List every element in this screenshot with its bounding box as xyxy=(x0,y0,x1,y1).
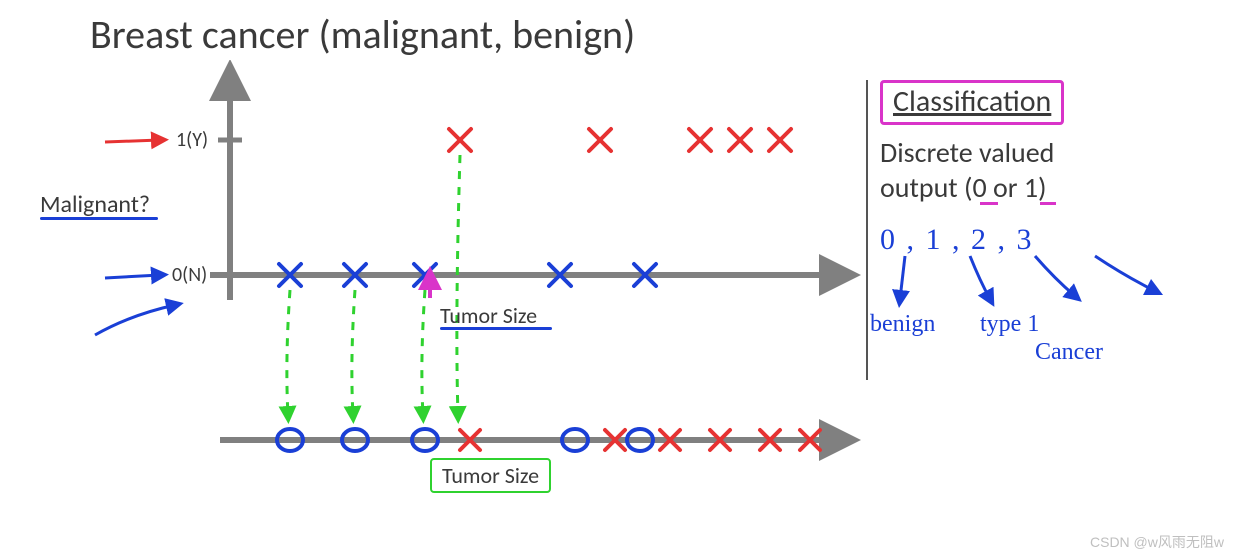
arrow-sketch xyxy=(95,305,175,335)
arrow-to-1y xyxy=(105,140,160,142)
x-mark xyxy=(589,129,611,151)
arrow-to-0n xyxy=(105,275,160,278)
side-title-box: Classification xyxy=(880,80,1064,125)
hand-label-benign: benign xyxy=(870,311,935,338)
side-text-2-span: output (0 or 1) xyxy=(880,170,1047,205)
underline-1-icon xyxy=(1040,202,1056,205)
watermark: CSDN @w风雨无阻w xyxy=(1090,532,1224,552)
question-text: Malignant? xyxy=(40,190,150,219)
side-panel: Classification Discrete valued output (0… xyxy=(880,80,1220,371)
lower-x-label: Tumor Size xyxy=(430,458,551,493)
x-mark xyxy=(689,129,711,151)
hand-label-cancer: Cancer xyxy=(1035,339,1103,366)
y-label-1: 1(Y) xyxy=(176,128,208,152)
x-mark xyxy=(449,129,471,151)
x-mark xyxy=(729,129,751,151)
page-title: Breast cancer (malignant, benign) xyxy=(90,10,635,59)
x-axis-label-text: Tumor Size xyxy=(440,302,537,329)
x-mark xyxy=(769,129,791,151)
x-axis-label: Tumor Size xyxy=(440,302,552,330)
question-label: Malignant? xyxy=(40,190,158,220)
hand-arrows xyxy=(880,251,1190,311)
side-text-2: output (0 or 1) xyxy=(880,170,1220,205)
underline-0-icon xyxy=(980,202,998,205)
hand-label-type1: type 1 xyxy=(980,311,1039,338)
side-text-1: Discrete valued xyxy=(880,135,1220,170)
malignant-markers xyxy=(449,129,791,151)
lower-x-label-text: Tumor Size xyxy=(442,462,539,489)
hand-label-row: benign type 1 Cancer xyxy=(880,311,1220,371)
y-label-0: 0(N) xyxy=(172,263,207,287)
divider-icon xyxy=(866,80,868,380)
side-title: Classification xyxy=(893,83,1051,120)
